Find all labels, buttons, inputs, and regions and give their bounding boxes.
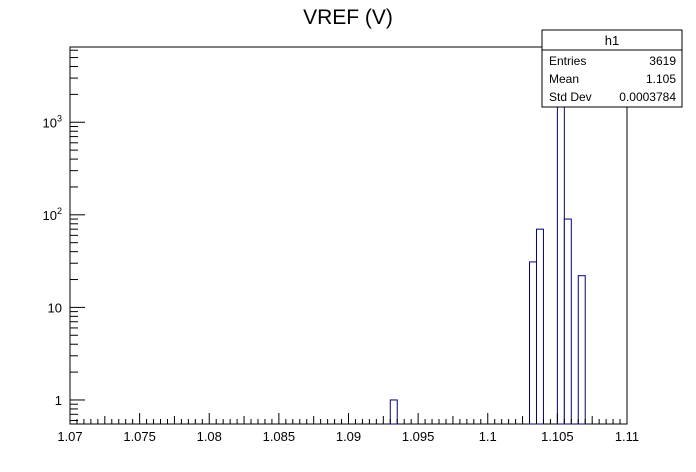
histogram-bar [556, 72, 565, 425]
stats-box: h1 Entries 3619 Mean 1.105 Std Dev 0.000… [541, 29, 683, 108]
histogram-bar [577, 275, 586, 425]
chart-title: VREF (V) [303, 6, 393, 29]
x-axis: 1.07 1.075 1.08 1.085 1.09 1.095 1.1 1.105 1.11 [57, 413, 639, 444]
x-tick-label: 1.095 [402, 429, 435, 444]
histogram-bars [389, 72, 586, 425]
histogram-bar [529, 261, 537, 425]
x-tick-label: 1.075 [123, 429, 156, 444]
stats-box-frame [541, 29, 683, 108]
x-tick-label: 1.11 [615, 429, 639, 444]
y-tick-label: 1 [55, 393, 62, 408]
x-tick-label: 1.08 [197, 429, 222, 444]
y-tick-label: 103 [43, 113, 62, 130]
histogram-bar [389, 399, 398, 425]
stats-mean-label: Mean [549, 72, 579, 86]
y-axis: 1 10 102 103 [43, 49, 85, 422]
stats-entries-value: 3619 [649, 54, 676, 68]
stats-mean-value: 1.105 [646, 72, 676, 86]
x-tick-label: 1.105 [541, 429, 574, 444]
x-tick-label: 1.1 [479, 429, 497, 444]
y-tick-label: 10 [48, 300, 62, 315]
y-tick-label: 102 [43, 206, 62, 223]
stats-stddev-label: Std Dev [549, 90, 592, 104]
x-tick-label: 1.085 [263, 429, 296, 444]
stats-stddev-value: 0.0003784 [619, 90, 676, 104]
histogram-bar [563, 218, 572, 425]
stats-box-title: h1 [605, 33, 619, 48]
x-tick-label: 1.09 [336, 429, 361, 444]
stats-entries-label: Entries [549, 54, 586, 68]
x-tick-label: 1.07 [57, 429, 82, 444]
histogram-bar [535, 228, 544, 425]
